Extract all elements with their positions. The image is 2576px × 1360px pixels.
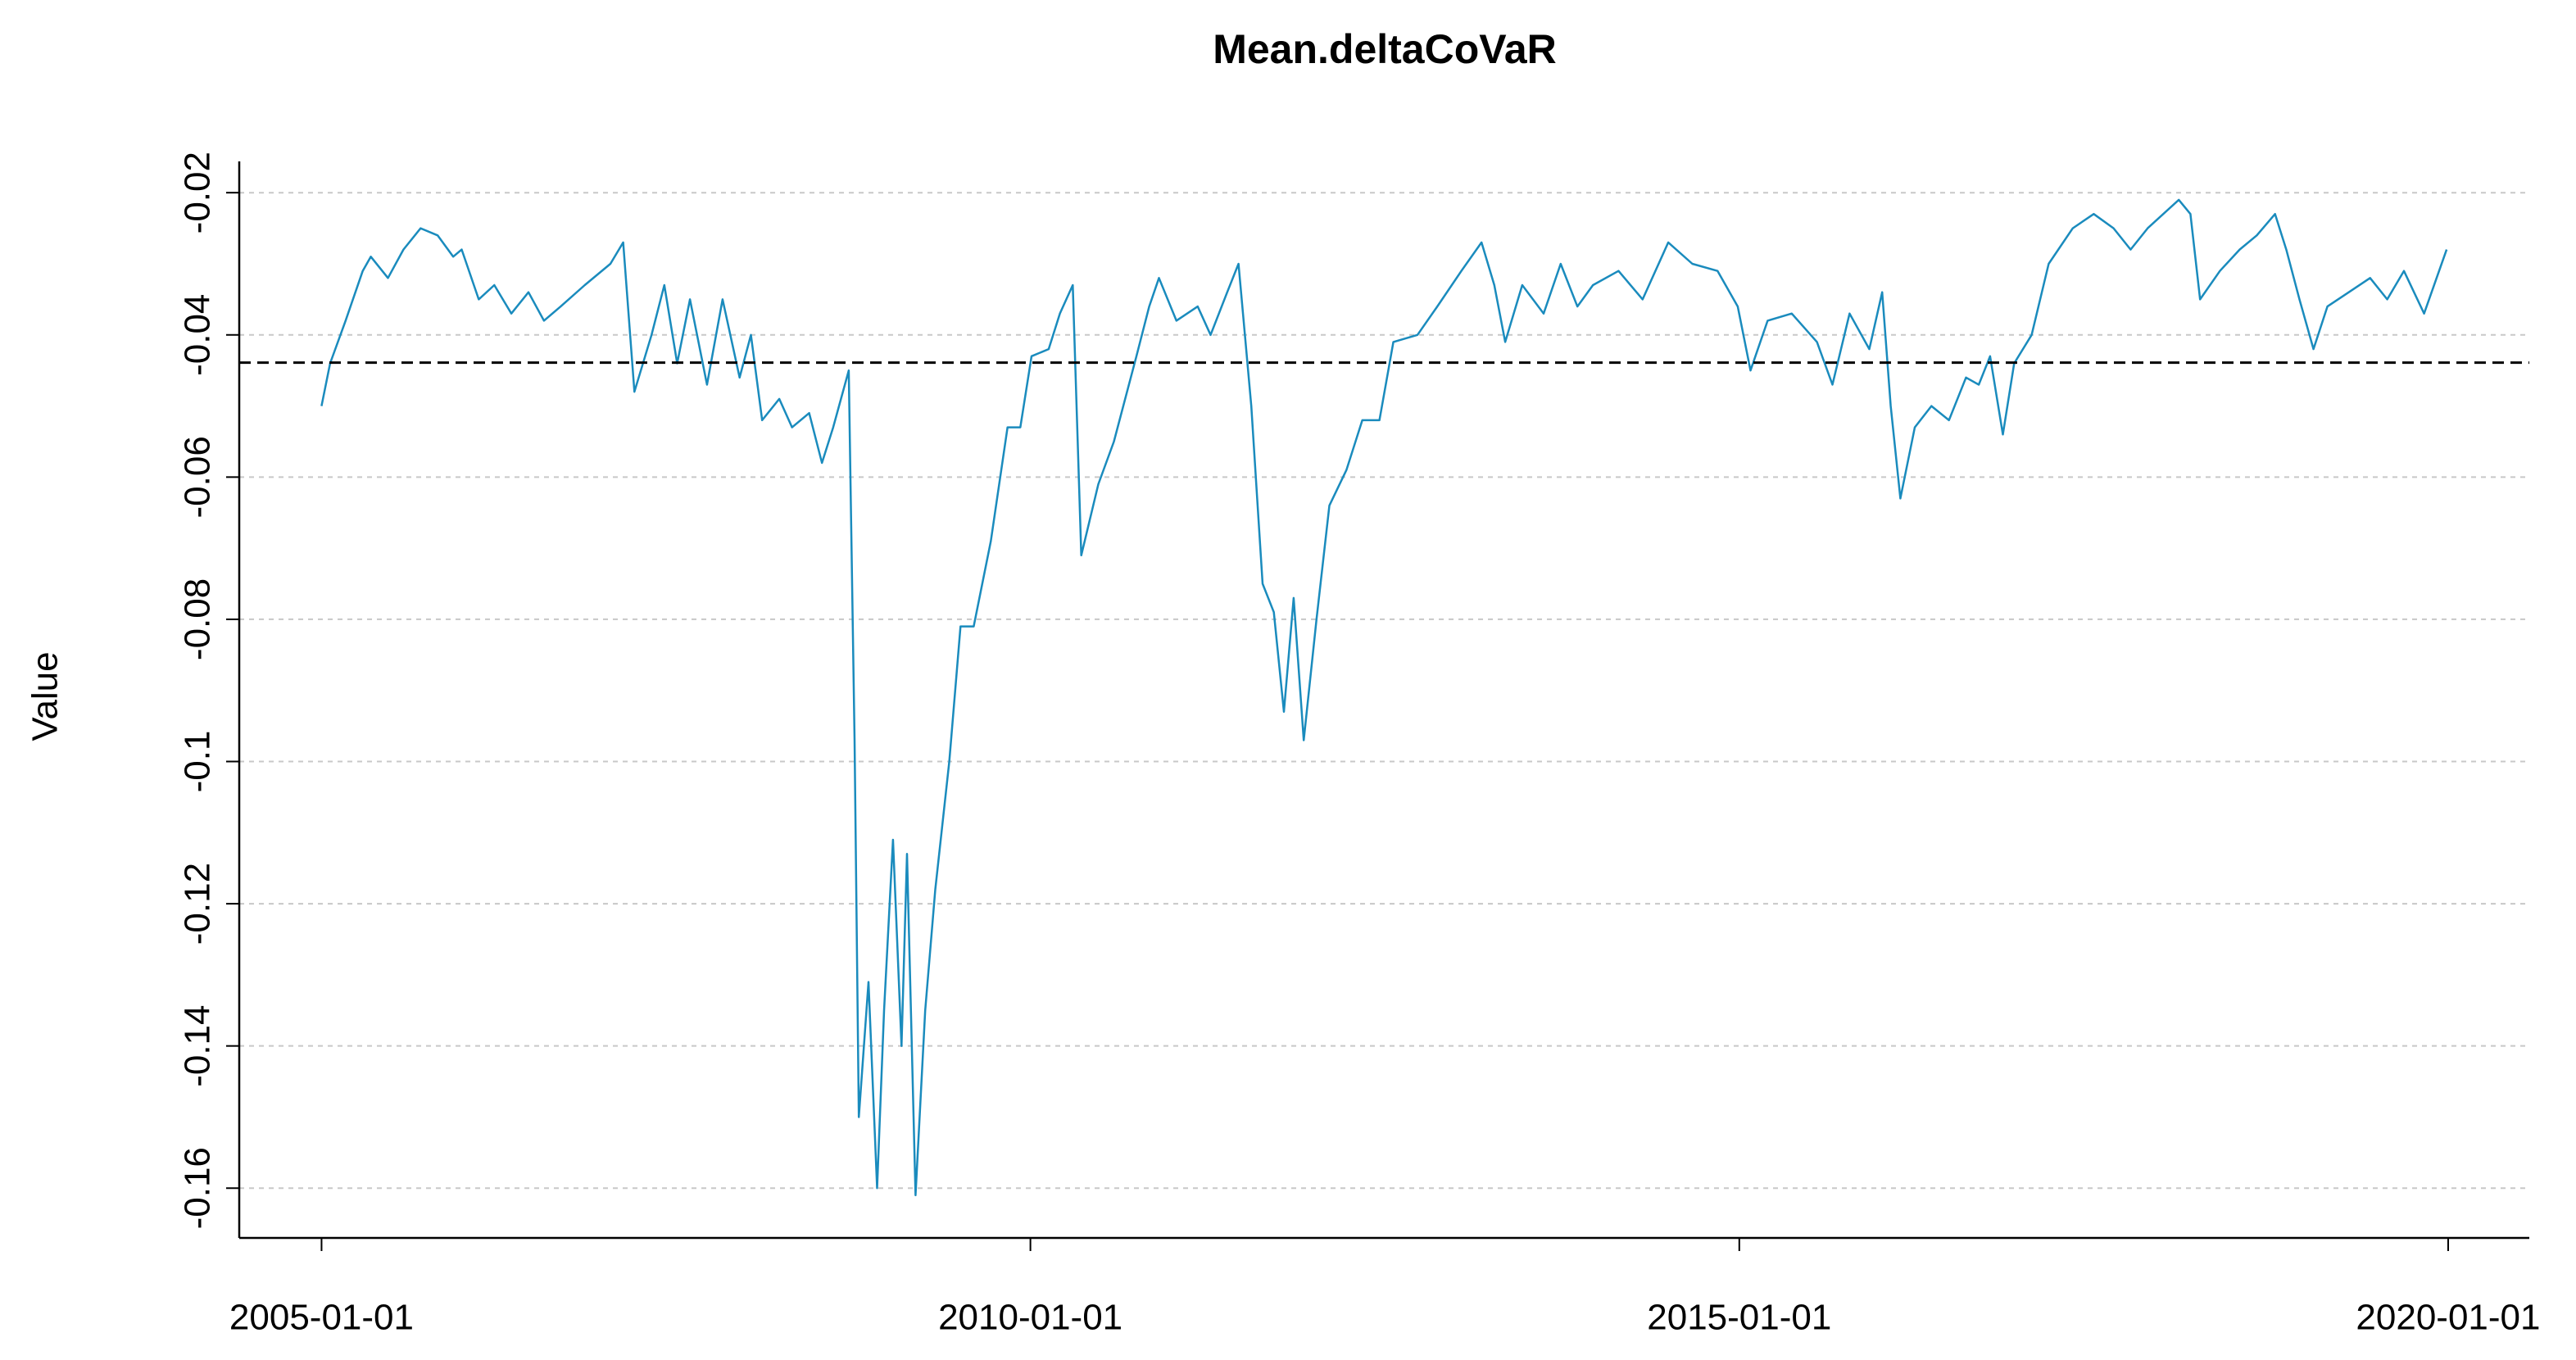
y-tick-label: -0.02	[178, 152, 218, 233]
y-tick-label: -0.04	[178, 294, 218, 376]
x-tick-label: 2005-01-01	[229, 1298, 414, 1338]
y-tick-label: -0.16	[178, 1147, 218, 1229]
x-tick-label: 2010-01-01	[938, 1298, 1122, 1338]
x-tick-label: 2015-01-01	[1647, 1298, 1831, 1338]
y-tick-label: -0.12	[178, 863, 218, 945]
y-tick-label: -0.08	[178, 578, 218, 660]
y-tick-label: -0.06	[178, 436, 218, 518]
y-axis-label: Value	[25, 651, 66, 741]
y-tick-label: -0.1	[178, 731, 218, 793]
y-tick-label: -0.14	[178, 1005, 218, 1087]
x-tick-label: 2020-01-01	[2356, 1298, 2540, 1338]
chart-title: Mean.deltaCoVaR	[1213, 26, 1557, 72]
